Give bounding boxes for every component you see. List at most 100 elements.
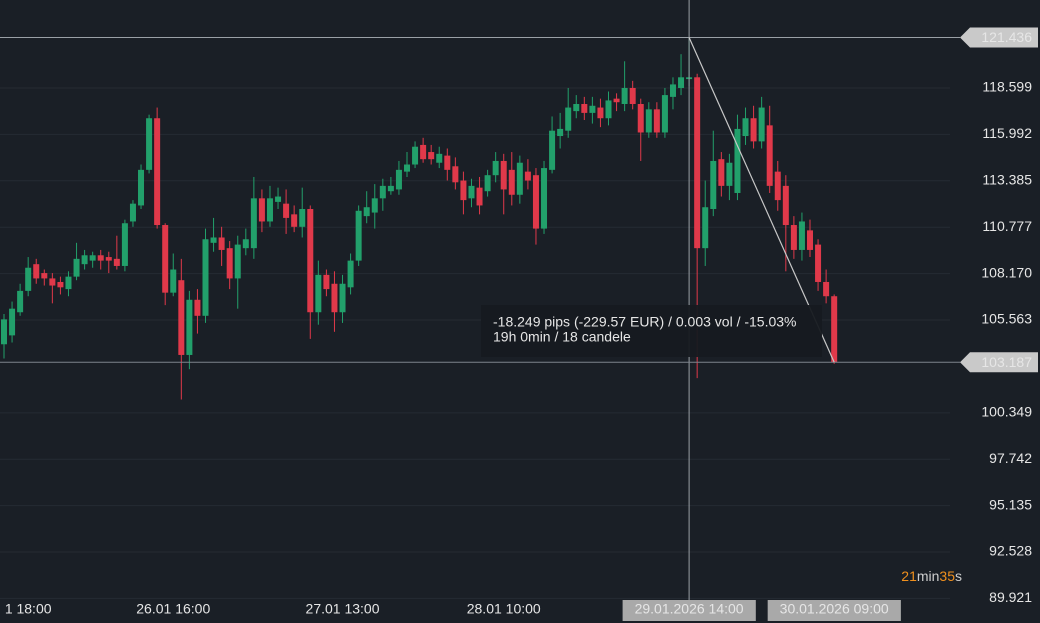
candle-body: [798, 221, 805, 250]
candle-body: [291, 214, 298, 227]
x-tick-label: 28.01 10:00: [467, 601, 541, 617]
candle-body: [831, 296, 838, 363]
candle-body: [476, 187, 483, 206]
candle-body: [395, 169, 402, 190]
candle-body: [299, 209, 306, 227]
candle-body: [307, 209, 314, 313]
candle-body: [758, 107, 765, 142]
candle-body: [17, 290, 24, 313]
x-tick: 30.01.2026 09:00: [767, 600, 901, 621]
y-tick-label: 108.170: [981, 264, 1032, 280]
candle-body: [573, 103, 580, 112]
candle-body: [65, 276, 72, 290]
candle-body: [500, 160, 507, 190]
candle-body: [815, 244, 822, 282]
candle-body: [468, 185, 475, 199]
y-tick-label: 113.385: [982, 171, 1032, 187]
countdown-minutes-unit: min: [917, 568, 940, 584]
candle-body: [178, 280, 185, 355]
x-label-box: [622, 600, 756, 621]
candle-body: [202, 239, 209, 316]
candle-body: [549, 130, 556, 170]
candle-body: [162, 225, 169, 293]
x-tick: 28.01 10:00: [467, 601, 541, 617]
candle-body: [283, 203, 290, 218]
candle-body: [653, 109, 660, 133]
x-tick-label: 27.01 13:00: [306, 601, 380, 617]
candle-body: [105, 257, 112, 261]
candle-body: [734, 128, 741, 193]
candle-body: [589, 105, 596, 113]
candle-body: [597, 107, 604, 119]
candle-body: [613, 98, 620, 103]
candle-body: [452, 166, 459, 183]
candle-body: [49, 278, 56, 286]
y-tick-label: 92.528: [989, 543, 1032, 559]
y-tick-label: 115.992: [982, 125, 1032, 141]
candle-body: [186, 299, 193, 355]
measure-tooltip-text: -18.249 pips (-229.57 EUR) / 0.003 vol /…: [493, 314, 797, 330]
candle-body: [129, 203, 136, 222]
x-tick-label: 26.01 16:00: [136, 601, 210, 617]
y-tick-label: 110.777: [982, 218, 1032, 234]
candle-body: [516, 162, 523, 195]
x-tick-label: 1 18:00: [5, 601, 52, 617]
candle-body: [565, 107, 572, 131]
candle-body: [347, 260, 354, 288]
candle-body: [669, 84, 676, 97]
candle-body: [81, 255, 88, 265]
candle-body: [379, 185, 386, 199]
candle-body: [404, 164, 410, 172]
x-tick: 29.01.2026 14:00: [622, 600, 756, 621]
candle-body: [218, 237, 225, 250]
x-tick-label: 29.01.2026 14:00: [635, 601, 744, 617]
candle-body: [661, 95, 668, 133]
candle-body: [33, 264, 40, 279]
candle-body: [41, 273, 48, 279]
y-tick-label: 97.742: [989, 450, 1032, 466]
candle-body: [113, 258, 120, 266]
candle-body: [782, 185, 789, 226]
candle-body: [258, 198, 265, 222]
candle-body: [242, 239, 249, 249]
price-box-label: 103.187: [981, 354, 1032, 370]
candle-body: [726, 162, 733, 186]
candle-body: [412, 146, 419, 165]
candle-body: [266, 198, 273, 222]
x-tick: 1 18:00: [5, 601, 52, 617]
candle-body: [363, 207, 370, 217]
candle-body: [331, 283, 338, 313]
measure-tooltip-text: 19h 0min / 18 candele: [493, 329, 631, 345]
candle-body: [371, 198, 378, 213]
candle-body: [774, 171, 781, 201]
candle-body: [436, 153, 443, 163]
candle-body: [97, 255, 104, 261]
candle-body: [387, 185, 394, 192]
candle-body: [823, 281, 830, 297]
candle-body: [210, 237, 217, 243]
candle-body: [170, 269, 177, 293]
price-box-label: 121.436: [981, 29, 1032, 45]
candle-body: [581, 103, 588, 113]
candle-body: [146, 118, 153, 170]
countdown-seconds-unit: s: [955, 568, 962, 584]
candle-body: [637, 103, 644, 133]
candle-body: [694, 77, 701, 249]
y-tick-label: 89.921: [989, 589, 1032, 605]
candle-body: [355, 210, 362, 261]
candle-body: [315, 274, 322, 313]
y-tick-label: 95.135: [989, 496, 1032, 512]
candle-body: [750, 118, 757, 142]
candle-body: [138, 169, 145, 206]
candle-body: [323, 274, 330, 290]
candle-body: [645, 109, 652, 133]
candle-body: [1, 319, 7, 345]
countdown-minutes: 21: [901, 568, 917, 584]
candle-body: [89, 255, 96, 261]
candle-body: [484, 175, 491, 192]
y-tick-label: 118.599: [982, 79, 1032, 95]
candle-body: [226, 248, 233, 279]
candle-body: [621, 87, 628, 104]
candle-body: [428, 152, 435, 160]
